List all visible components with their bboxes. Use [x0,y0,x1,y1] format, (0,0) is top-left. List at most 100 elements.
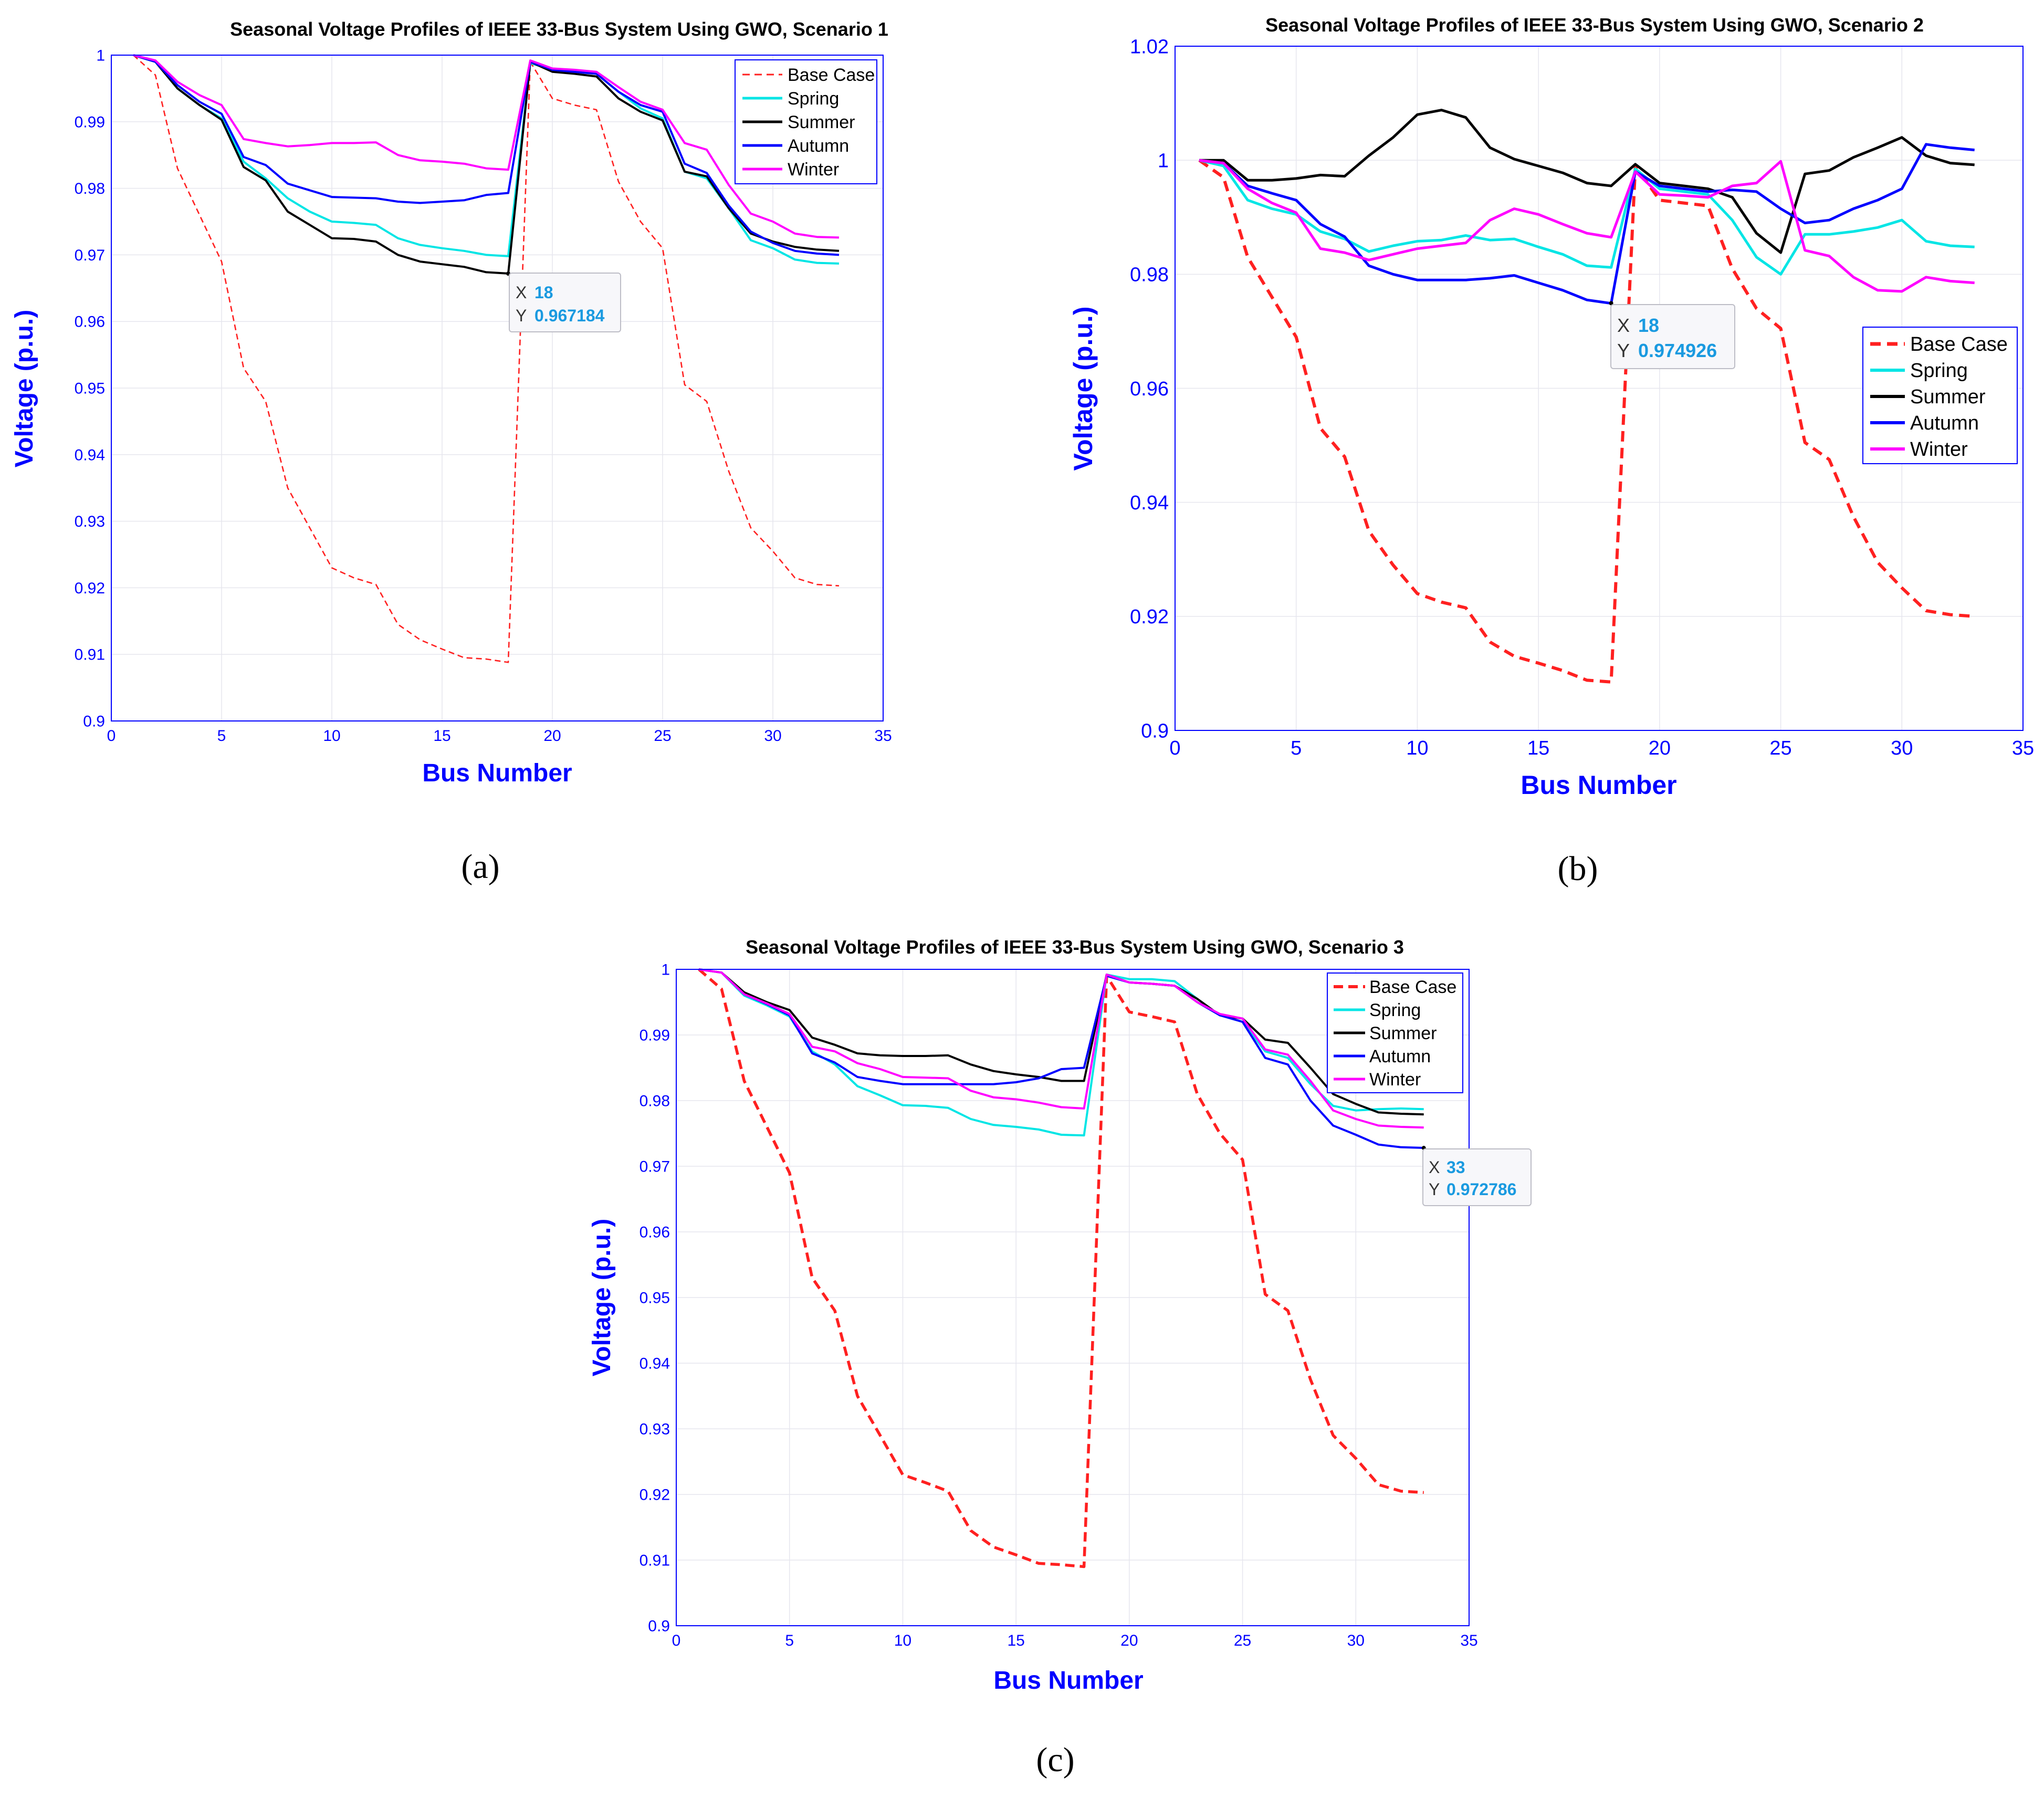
x-tick-label: 30 [764,727,781,745]
series-line-summer [698,968,1424,1116]
x-tick-label: 30 [1891,737,1913,759]
y-tick-label: 0.97 [75,247,105,264]
series-line-winter [698,968,1424,1129]
x-tick-label: 35 [2012,737,2034,759]
legend-label-base-case: Base Case [1910,333,2008,355]
data-tip-y-value: 0.967184 [534,306,605,325]
legend-label-summer: Summer [1910,386,1986,408]
chart-panel-b: Seasonal Voltage Profiles of IEEE 33-Bus… [1068,14,2034,888]
data-tip-marker [1609,301,1613,306]
data-tip-box [1610,304,1735,369]
legend-label-spring: Spring [788,89,839,109]
data-tip-x-label: X [1617,315,1630,336]
series-line-winter [1199,159,1975,293]
y-tick-label: 0.91 [75,646,105,664]
data-tip[interactable]: X 18 Y 0.974926 [1610,304,1735,369]
series-line-autumn [133,54,840,256]
panel-label: (a) [461,848,499,886]
legend: Base Case Spring Summer Autumn Winter [1327,972,1463,1093]
data-tip-x-value: 18 [1638,315,1659,336]
data-tip-y-label: Y [516,306,527,325]
chart-panel-c: Seasonal Voltage Profiles of IEEE 33-Bus… [588,936,1532,1779]
x-tick-label: 35 [874,727,892,745]
data-tip-y-label: Y [1429,1180,1440,1199]
y-tick-label: 0.9 [83,713,105,730]
y-tick-label: 0.91 [640,1552,670,1570]
x-tick-label: 35 [1460,1632,1477,1649]
x-tick-label: 15 [433,727,450,745]
x-tick-label: 20 [1649,737,1671,759]
legend-label-base-case: Base Case [1369,977,1456,997]
y-tick-label: 0.97 [640,1158,670,1176]
x-tick-label: 25 [654,727,671,745]
y-tick-label: 0.96 [75,313,105,331]
x-tick-label: 0 [1169,737,1180,759]
axes-box [1175,46,2024,731]
y-tick-label: 0.93 [75,513,105,530]
y-axis-label: Voltage (p.u.) [1068,307,1098,471]
y-tick-label: 0.98 [1130,264,1169,286]
x-tick-label: 25 [1769,737,1791,759]
series-line-autumn [1199,143,1975,305]
y-tick-label: 0.96 [1130,378,1169,400]
x-axis-label: Bus Number [1521,770,1676,800]
x-axis-label: Bus Number [422,759,572,787]
series-layer [1198,109,1975,684]
x-tick-label: 15 [1007,1632,1024,1649]
y-tick-label: 1 [96,47,105,65]
axes-box [111,55,884,721]
data-tip[interactable]: X 33 Y 0.972786 [1422,1148,1532,1206]
x-tick-label: 10 [323,727,340,745]
y-axis-ticks: 0.9 0.91 0.92 0.93 0.94 0.95 0.96 0.97 0.98 0.99 1 [75,47,105,730]
x-tick-label: 0 [107,727,116,745]
x-tick-label: 10 [894,1632,911,1649]
x-tick-label: 10 [1406,737,1428,759]
y-axis-ticks: 0.9 0.92 0.94 0.96 0.98 1 1.02 [1130,36,1169,742]
y-tick-label: 0.94 [1130,492,1169,514]
series-line-base-case [133,55,840,663]
data-tip-y-label: Y [1617,340,1630,361]
x-tick-label: 5 [785,1632,794,1649]
legend: Base Case Spring Summer Autumn Winter [1862,327,2018,464]
data-tip[interactable]: X 18 Y 0.967184 [509,273,621,332]
y-tick-label: 0.95 [75,380,105,398]
y-axis-label: Voltage (p.u.) [588,1219,616,1376]
x-tick-label: 15 [1527,737,1549,759]
y-tick-label: 0.99 [640,1027,670,1044]
chart-title: Seasonal Voltage Profiles of IEEE 33-Bus… [1265,14,1924,36]
data-tip-x-value: 33 [1446,1158,1465,1177]
series-layer [698,968,1426,1568]
y-tick-label: 0.9 [1141,720,1169,742]
y-tick-label: 0.98 [75,180,105,197]
data-tip-x-label: X [1429,1158,1440,1177]
y-tick-label: 1.02 [1130,36,1169,58]
legend-label-winter: Winter [1910,438,1968,461]
series-layer [133,54,840,663]
x-tick-label: 0 [672,1632,681,1649]
data-tip-box [509,273,621,332]
data-tip-y-value: 0.972786 [1446,1180,1516,1199]
y-tick-label: 1 [1158,150,1169,172]
y-tick-label: 0.92 [640,1487,670,1504]
y-tick-label: 0.92 [1130,606,1169,628]
legend-label-autumn: Autumn [1369,1047,1431,1066]
y-tick-label: 0.94 [75,446,105,464]
axes-box [676,969,1470,1626]
data-tip-box [1422,1148,1532,1206]
y-tick-label: 0.94 [640,1355,670,1373]
x-axis-ticks: 0 5 10 15 20 25 30 35 [672,1632,1478,1649]
y-tick-label: 0.99 [75,113,105,131]
x-tick-label: 25 [1234,1632,1251,1649]
series-line-winter [133,54,840,239]
y-tick-label: 0.96 [640,1224,670,1241]
y-tick-label: 0.9 [648,1618,670,1635]
x-axis-label: Bus Number [993,1667,1143,1695]
y-axis-ticks: 0.9 0.91 0.92 0.93 0.94 0.95 0.96 0.97 0.98 0.99 1 [640,961,670,1635]
data-tip-x-value: 18 [534,283,553,302]
data-tip-y-value: 0.974926 [1638,340,1717,361]
legend-label-winter: Winter [788,160,839,180]
legend-label-winter: Winter [1369,1070,1421,1090]
x-axis-ticks: 0 5 10 15 20 25 30 35 [1169,737,2034,759]
legend-label-base-case: Base Case [788,65,875,85]
series-line-autumn [698,968,1424,1149]
